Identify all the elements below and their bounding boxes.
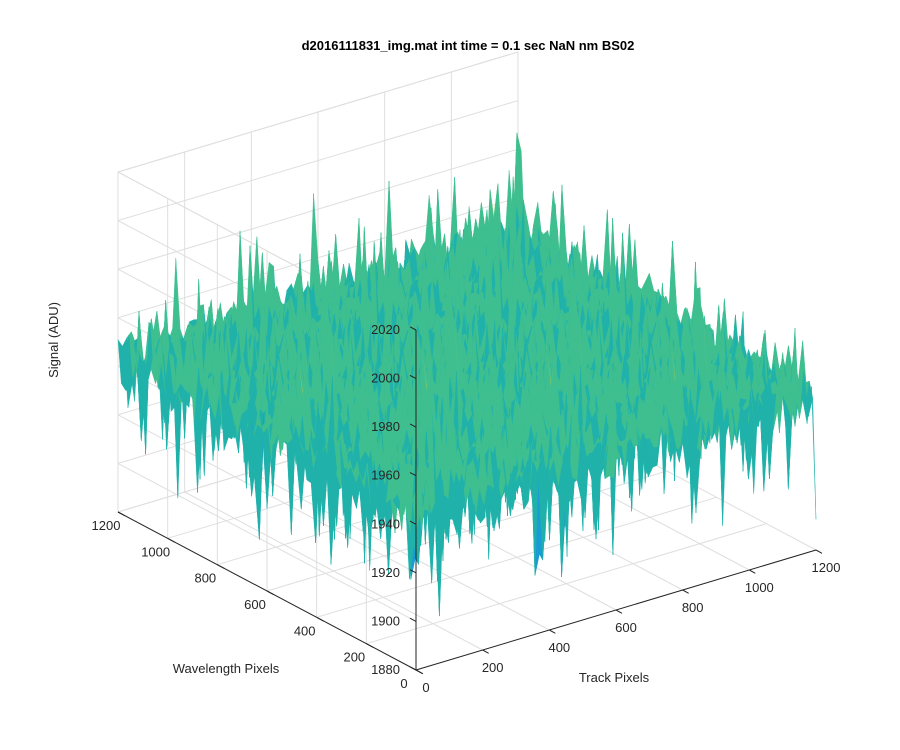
floor-grid-line-y (316, 496, 717, 618)
wall-grid-line-z-back (117, 100, 519, 222)
floor-grid-line-y (366, 523, 767, 645)
wall-grid-line-z-left (117, 462, 417, 622)
floor-grid-line-y (266, 470, 668, 592)
wall-grid-line-z-back (117, 148, 519, 270)
wall-grid-line-z-back (117, 51, 519, 173)
wall-grid-line-z-back (117, 197, 519, 319)
chart-title: d2016111831_img.mat int time = 0.1 sec N… (302, 38, 635, 53)
surface-layer (117, 132, 817, 617)
